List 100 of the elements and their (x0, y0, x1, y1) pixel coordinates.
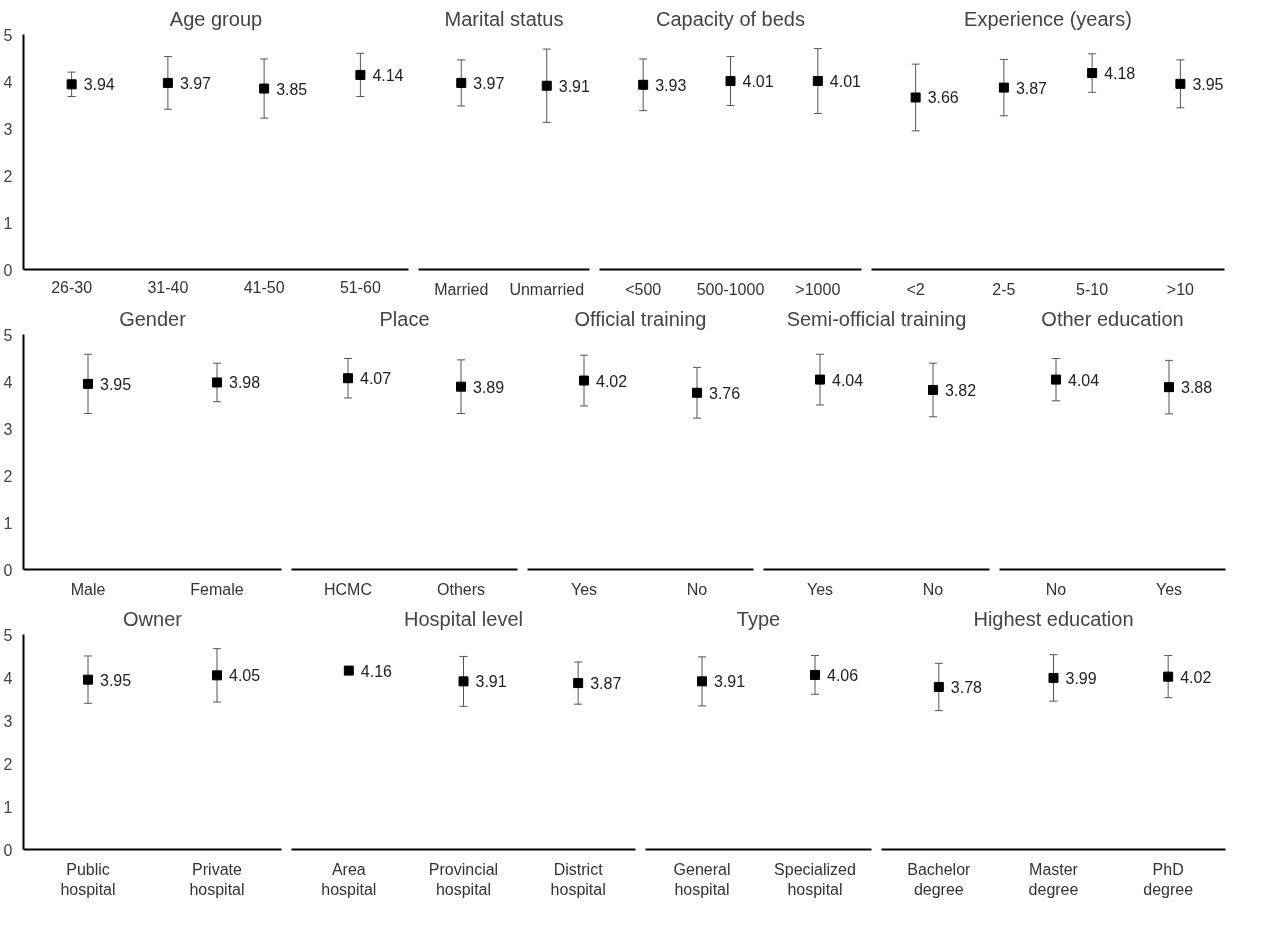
y-tick-label: 2 (3, 755, 13, 773)
data-label: 3.91 (558, 77, 590, 95)
x-tick-label: PhD degree (1143, 860, 1194, 898)
point (1175, 78, 1186, 89)
x-tick-label: No (922, 580, 944, 598)
y-tick-label: 3 (3, 712, 13, 730)
x-tick-label: 41-50 (243, 278, 285, 296)
x-tick-label: Yes (806, 580, 834, 598)
data-label: 4.02 (596, 372, 628, 390)
x-tick-label: Female (190, 580, 244, 598)
data-label: 3.82 (945, 381, 977, 399)
data-label: 3.91 (714, 673, 746, 691)
x-tick-label: Married (434, 280, 489, 298)
point (162, 77, 173, 88)
chart-title: Semi-official training (786, 307, 967, 330)
data-label: 3.93 (655, 76, 687, 94)
y-tick-label: 1 (3, 214, 13, 232)
y-tick-label: 0 (3, 841, 13, 859)
x-tick-label: 5-10 (1076, 280, 1109, 298)
data-label: 3.89 (473, 378, 505, 396)
x-tick-label: 2-5 (992, 280, 1016, 298)
data-label: 3.98 (229, 374, 261, 392)
data-label: 3.88 (1181, 379, 1213, 397)
chart-title: Type (736, 607, 781, 630)
x-tick-label: Male (70, 580, 106, 598)
x-tick-label: 31-40 (147, 278, 189, 296)
data-label: 3.87 (1015, 79, 1048, 97)
data-label: 3.95 (100, 375, 132, 393)
data-label: 4.04 (1068, 371, 1100, 389)
data-label: 4.02 (1180, 668, 1212, 686)
chart-title: Hospital level (404, 607, 523, 630)
data-label: 4.14 (372, 66, 404, 84)
x-tick-label: Others (436, 580, 486, 598)
chart-title: Highest education (973, 607, 1134, 630)
y-tick-label: 3 (3, 120, 13, 138)
x-tick-label: Yes (1155, 580, 1183, 598)
x-tick-label: <500 (625, 280, 662, 298)
point (998, 82, 1009, 93)
y-tick-label: 4 (3, 373, 13, 391)
x-tick-label: 500-1000 (696, 280, 765, 298)
x-tick-label: Private hospital (189, 860, 245, 898)
point (1087, 68, 1098, 79)
x-tick-label: District hospital (550, 860, 606, 898)
y-tick-label: 5 (3, 326, 13, 344)
x-tick-label: Yes (570, 580, 598, 598)
y-tick-label: 2 (3, 167, 13, 185)
data-label: 3.87 (590, 675, 622, 693)
y-tick-label: 0 (3, 261, 13, 279)
data-label: 3.76 (709, 384, 741, 402)
data-label: 4.04 (832, 371, 864, 389)
point (259, 83, 270, 94)
data-label: 4.01 (742, 73, 774, 91)
data-label: 4.05 (229, 667, 261, 685)
x-tick-label: Public hospital (60, 860, 116, 898)
chart-title: Capacity of beds (656, 7, 805, 30)
x-tick-label: Bachelor degree (907, 860, 972, 898)
x-tick-label: Master degree (1028, 860, 1079, 898)
y-tick-label: 4 (3, 73, 13, 91)
y-tick-label: 1 (3, 514, 13, 532)
data-label: 3.95 (100, 671, 132, 689)
chart-title: Age group (169, 7, 263, 30)
x-tick-label: >1000 (795, 280, 841, 298)
y-tick-label: 4 (3, 669, 13, 687)
x-tick-label: Provincial hospital (428, 860, 499, 898)
chart-title: Gender (119, 307, 187, 330)
x-tick-label: >10 (1166, 280, 1195, 298)
point (355, 69, 366, 80)
y-tick-label: 0 (3, 561, 13, 579)
y-tick-label: 5 (3, 26, 13, 44)
x-tick-label: Unmarried (509, 280, 585, 298)
data-label: 4.07 (360, 370, 392, 388)
chart-title: Owner (123, 607, 183, 630)
chart-title: Place (379, 307, 430, 330)
x-tick-label: No (686, 580, 708, 598)
x-tick-label: 51-60 (339, 278, 381, 296)
data-label: 3.85 (276, 80, 308, 98)
x-tick-label: General hospital (673, 860, 731, 898)
chart-title: Experience (years) (964, 7, 1132, 30)
data-label: 3.99 (1065, 669, 1097, 687)
x-tick-label: <2 (906, 280, 925, 298)
data-label: 3.97 (179, 74, 212, 92)
data-label: 4.16 (360, 662, 393, 680)
point (66, 79, 77, 90)
data-label: 3.97 (473, 74, 505, 92)
x-tick-label: Specialized hospital (774, 860, 856, 898)
chart-title: Other education (1041, 307, 1184, 330)
data-label: 4.01 (829, 73, 862, 91)
data-label: 3.94 (83, 76, 115, 94)
x-tick-label: 26-30 (51, 278, 93, 296)
y-tick-label: 3 (3, 420, 13, 438)
data-label: 4.06 (827, 666, 859, 684)
point (910, 92, 921, 103)
x-tick-label: Area hospital (321, 860, 377, 898)
y-tick-label: 5 (3, 626, 13, 644)
chart-title: Official training (574, 307, 707, 330)
chart-title: Marital status (444, 7, 564, 30)
y-tick-label: 2 (3, 467, 13, 485)
data-label: 3.66 (927, 89, 959, 107)
data-label: 3.95 (1192, 75, 1224, 93)
x-tick-label: HCMC (324, 580, 372, 598)
